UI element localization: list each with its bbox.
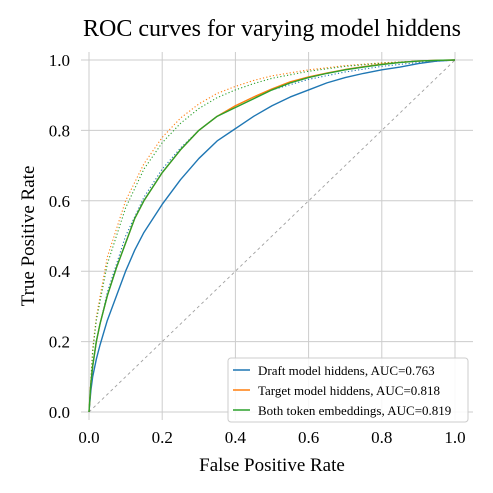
x-tick-label: 1.0 [444, 428, 465, 447]
ticks: 0.0 0.2 0.4 0.6 0.8 1.0 0.0 0.2 0.4 0.6 0.8 1.0 [49, 51, 466, 447]
x-tick-label: 0.8 [371, 428, 392, 447]
y-tick-label: 0.0 [49, 403, 70, 422]
y-tick-label: 0.4 [49, 262, 71, 281]
chart-title: ROC curves for varying model hiddens [83, 16, 461, 42]
legend-label-both: Both token embeddings, AUC=0.819 [258, 403, 451, 418]
grid [81, 52, 473, 420]
legend-entry-both: Both token embeddings, AUC=0.819 [233, 403, 451, 418]
chance-diagonal [88, 59, 456, 413]
x-tick-label: 0.0 [78, 428, 99, 447]
x-tick-label: 0.4 [225, 428, 247, 447]
roc-curve-dotted [88, 59, 456, 413]
roc-curve-dotted [88, 59, 456, 413]
y-axis-label: True Positive Rate [18, 166, 39, 307]
legend-label-target: Target model hiddens, AUC=0.818 [258, 383, 440, 398]
y-tick-label: 0.6 [49, 192, 70, 211]
y-tick-label: 0.2 [49, 333, 70, 352]
x-tick-label: 0.6 [298, 428, 319, 447]
x-axis-label: False Positive Rate [199, 455, 345, 476]
y-tick-label: 1.0 [49, 51, 70, 70]
legend-entry-target: Target model hiddens, AUC=0.818 [233, 383, 440, 398]
legend-label-draft: Draft model hiddens, AUC=0.763 [258, 363, 435, 378]
roc-curve [88, 59, 456, 413]
legend: Draft model hiddens, AUC=0.763 Target mo… [227, 357, 469, 423]
roc-curve [88, 59, 456, 413]
curves [88, 59, 456, 413]
legend-entry-draft: Draft model hiddens, AUC=0.763 [233, 363, 435, 378]
x-tick-label: 0.2 [152, 428, 173, 447]
y-tick-label: 0.8 [49, 121, 70, 140]
legend-box [227, 357, 469, 423]
